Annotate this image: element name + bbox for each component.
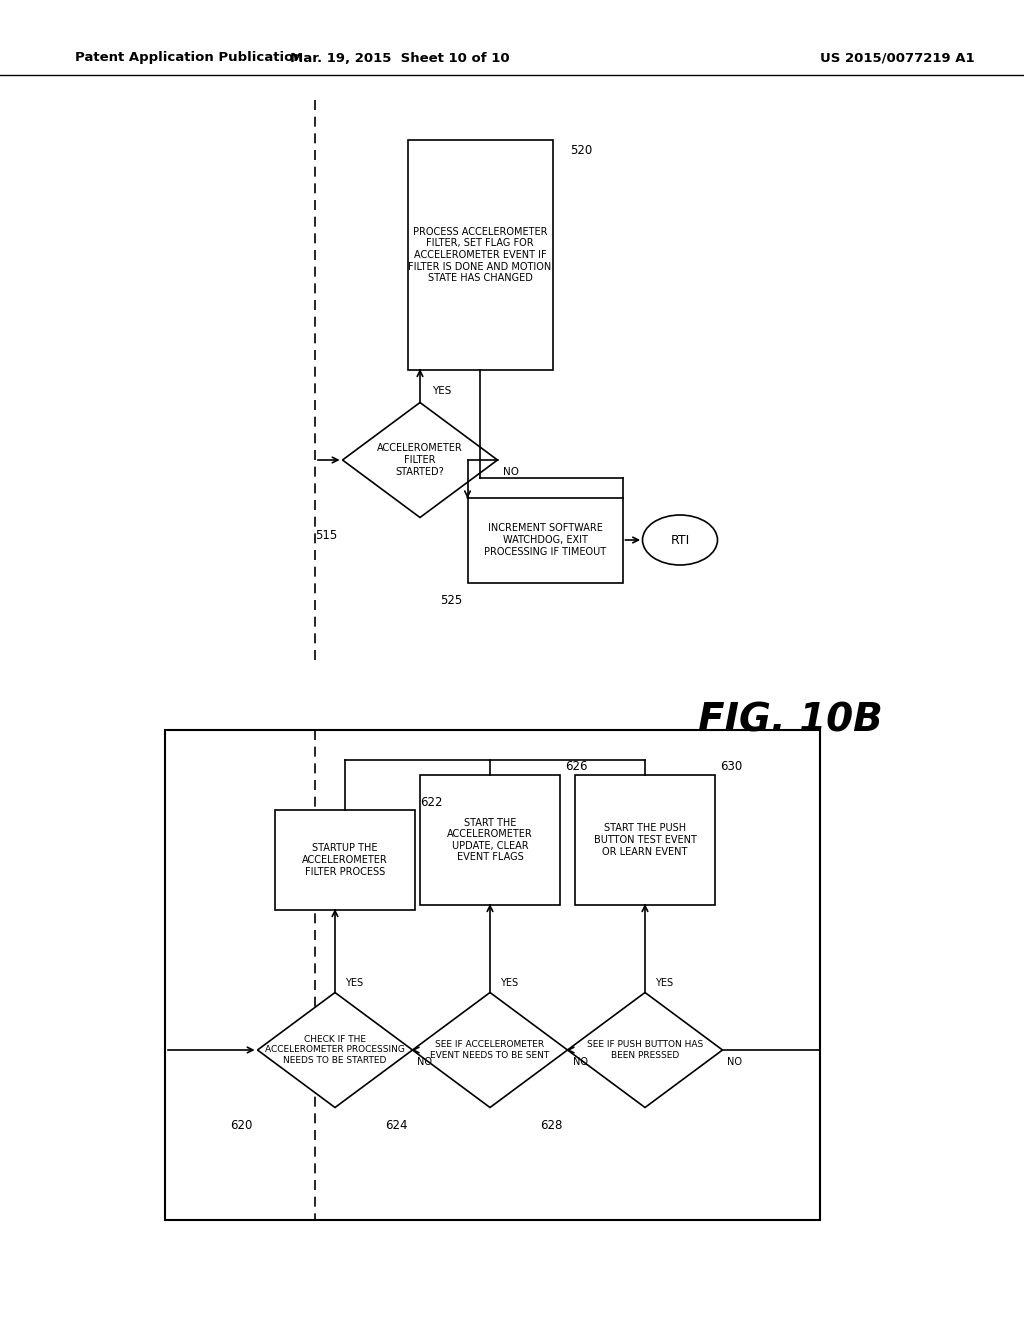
Text: NO: NO [503, 467, 518, 477]
Polygon shape [342, 403, 498, 517]
Text: 626: 626 [565, 760, 588, 774]
Text: FIG. 10B: FIG. 10B [697, 701, 883, 739]
Ellipse shape [642, 515, 718, 565]
Polygon shape [413, 993, 567, 1107]
Bar [165, 730, 820, 1220]
Text: NO: NO [572, 1057, 588, 1067]
Text: YES: YES [432, 385, 452, 396]
Text: YES: YES [345, 978, 364, 987]
Bar [420, 775, 560, 906]
Polygon shape [567, 993, 723, 1107]
Bar [575, 775, 715, 906]
Bar [275, 810, 415, 909]
Text: 620: 620 [230, 1119, 253, 1133]
Text: ACCELEROMETER
FILTER
STARTED?: ACCELEROMETER FILTER STARTED? [377, 444, 463, 477]
Text: 624: 624 [385, 1119, 408, 1133]
Text: Mar. 19, 2015  Sheet 10 of 10: Mar. 19, 2015 Sheet 10 of 10 [290, 51, 510, 65]
Text: Patent Application Publication: Patent Application Publication [75, 51, 303, 65]
Text: 628: 628 [540, 1119, 562, 1133]
Bar [408, 140, 553, 370]
Text: SEE IF PUSH BUTTON HAS
BEEN PRESSED: SEE IF PUSH BUTTON HAS BEEN PRESSED [587, 1040, 703, 1060]
Text: PROCESS ACCELEROMETER
FILTER, SET FLAG FOR
ACCELEROMETER EVENT IF
FILTER IS DONE: PROCESS ACCELEROMETER FILTER, SET FLAG F… [409, 227, 552, 284]
Text: 622: 622 [420, 796, 442, 808]
Text: NO: NO [418, 1057, 432, 1067]
Text: SEE IF ACCELEROMETER
EVENT NEEDS TO BE SENT: SEE IF ACCELEROMETER EVENT NEEDS TO BE S… [430, 1040, 550, 1060]
Text: US 2015/0077219 A1: US 2015/0077219 A1 [820, 51, 975, 65]
Text: START THE PUSH
BUTTON TEST EVENT
OR LEARN EVENT: START THE PUSH BUTTON TEST EVENT OR LEAR… [594, 824, 696, 857]
Text: RTI: RTI [671, 533, 689, 546]
Polygon shape [257, 993, 413, 1107]
Text: STARTUP THE
ACCELEROMETER
FILTER PROCESS: STARTUP THE ACCELEROMETER FILTER PROCESS [302, 843, 388, 876]
Text: 520: 520 [570, 144, 593, 157]
Text: YES: YES [500, 978, 518, 987]
Text: 515: 515 [315, 529, 338, 543]
Text: START THE
ACCELEROMETER
UPDATE, CLEAR
EVENT FLAGS: START THE ACCELEROMETER UPDATE, CLEAR EV… [447, 817, 532, 862]
Text: YES: YES [655, 978, 673, 987]
Text: NO: NO [727, 1057, 742, 1067]
Text: CHECK IF THE
ACCELEROMETER PROCESSING
NEEDS TO BE STARTED: CHECK IF THE ACCELEROMETER PROCESSING NE… [265, 1035, 404, 1065]
Text: 525: 525 [440, 594, 463, 607]
Text: INCREMENT SOFTWARE
WATCHDOG, EXIT
PROCESSING IF TIMEOUT: INCREMENT SOFTWARE WATCHDOG, EXIT PROCES… [484, 524, 606, 557]
Text: 630: 630 [720, 760, 742, 774]
Bar [468, 498, 623, 582]
